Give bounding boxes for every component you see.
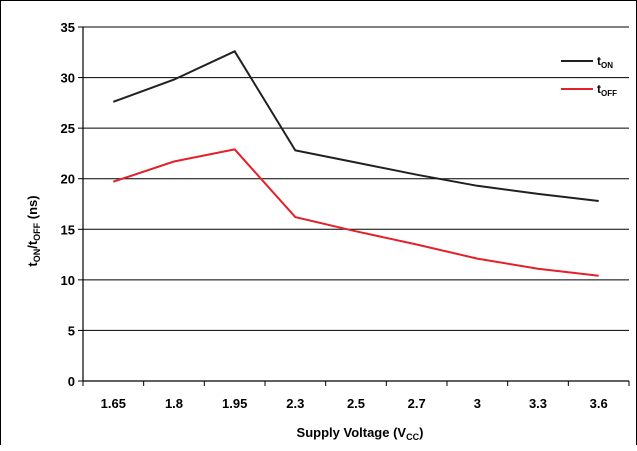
legend-label-off: tOFF: [597, 82, 617, 98]
y-tick-label: 20: [61, 172, 75, 187]
y-tick-label: 35: [61, 20, 75, 35]
axes: [78, 27, 629, 386]
x-tick-label: 2.3: [286, 396, 304, 411]
x-tick-label: 3.3: [529, 396, 547, 411]
y-tick-label: 30: [61, 71, 75, 86]
y-tick-label: 0: [68, 374, 75, 389]
legend-label-on: tON: [597, 54, 613, 70]
series-line-off: [113, 149, 598, 275]
x-tick-label: 3: [474, 396, 481, 411]
y-axis-tick-labels: 0 5 10 15 20 25 30 35: [61, 20, 75, 389]
x-tick-label: 2.7: [408, 396, 426, 411]
grid-lines: [83, 27, 629, 330]
y-tick-label: 25: [61, 121, 75, 136]
x-tick-label: 3.6: [590, 396, 608, 411]
y-tick-label: 5: [68, 323, 75, 338]
x-axis-tick-labels: 1.65 1.8 1.95 2.3 2.5 2.7 3 3.3 3.6: [101, 396, 608, 411]
x-tick-label: 1.8: [165, 396, 183, 411]
x-tick-label: 1.65: [101, 396, 126, 411]
y-tick-label: 10: [61, 273, 75, 288]
y-axis-label: tON/tOFF (ns): [25, 195, 42, 266]
series-lines: [113, 51, 598, 276]
x-axis-label: Supply Voltage (VCC): [297, 425, 424, 442]
legend: tON tOFF: [561, 54, 617, 98]
x-tick-label: 1.95: [222, 396, 247, 411]
y-tick-label: 15: [61, 222, 75, 237]
x-tick-label: 2.5: [347, 396, 365, 411]
